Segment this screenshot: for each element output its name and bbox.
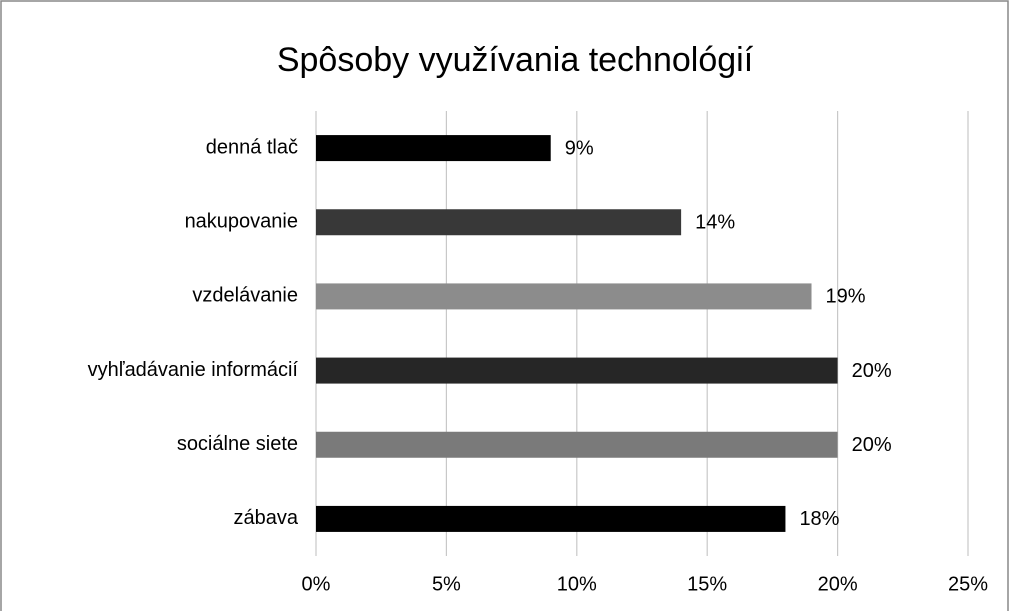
x-tick-label: 10% bbox=[557, 573, 597, 595]
y-tick-label: denná tlač bbox=[206, 136, 298, 158]
x-tick-label: 25% bbox=[948, 573, 988, 595]
data-label: 9% bbox=[565, 137, 594, 159]
bar bbox=[316, 505, 786, 532]
bar bbox=[316, 431, 838, 458]
bar bbox=[316, 357, 838, 384]
bar bbox=[316, 209, 682, 236]
x-tick-label: 20% bbox=[818, 573, 858, 595]
y-tick-label: sociálne siete bbox=[177, 433, 298, 455]
y-tick-label: vyhľadávanie informácií bbox=[88, 359, 299, 381]
data-label: 20% bbox=[852, 360, 892, 382]
data-label: 20% bbox=[852, 434, 892, 456]
data-label: 14% bbox=[695, 212, 735, 234]
bar bbox=[316, 135, 551, 162]
x-tick-label: 15% bbox=[687, 573, 727, 595]
data-label: 18% bbox=[799, 508, 839, 530]
y-tick-label: zábava bbox=[234, 507, 299, 529]
x-tick-label: 0% bbox=[302, 573, 331, 595]
y-tick-label: nakupovanie bbox=[185, 211, 298, 233]
data-label: 19% bbox=[826, 286, 866, 308]
chart-title: Spôsoby využívania technológií bbox=[277, 41, 754, 79]
bar bbox=[316, 283, 812, 310]
x-tick-label: 5% bbox=[432, 573, 461, 595]
y-tick-label: vzdelávanie bbox=[192, 285, 298, 307]
